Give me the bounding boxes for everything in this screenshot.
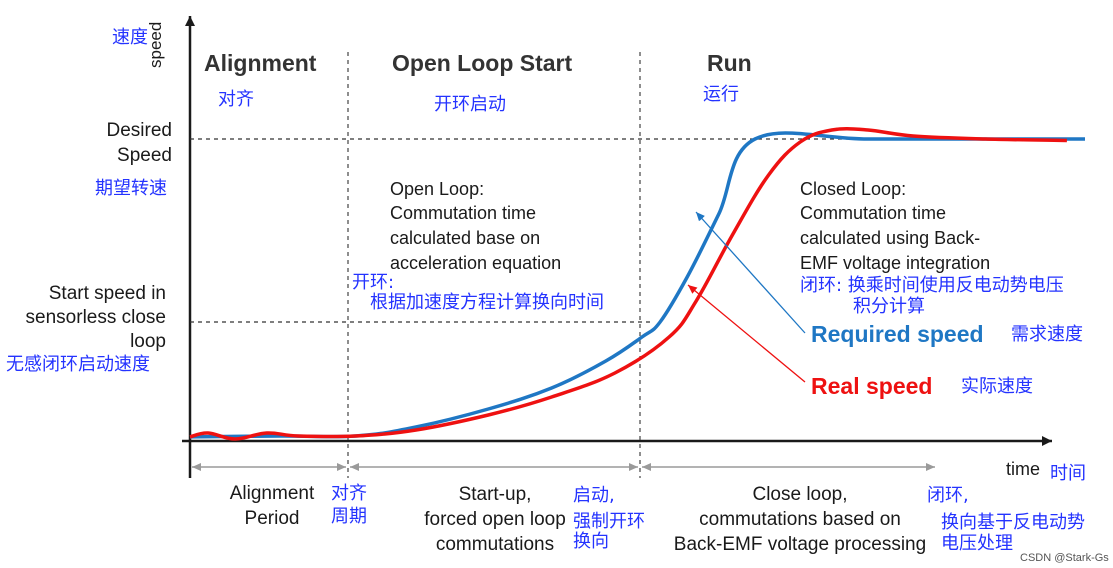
legend-required-speed: Required speed <box>811 321 984 347</box>
period-startup-3: commutations <box>435 534 555 555</box>
x-axis-label-cn: 时间 <box>1050 463 1086 484</box>
period-alignment-1: Alignment <box>229 483 315 504</box>
period-startup-cn-3: 换向 <box>573 531 609 552</box>
real-speed-pointer <box>687 284 806 383</box>
open-loop-note-cn-2: 根据加速度方程计算换向时间 <box>370 292 604 313</box>
period-startup-2: forced open loop <box>424 509 566 530</box>
series-real-speed <box>189 126 1067 441</box>
required-speed-pointer <box>695 211 806 334</box>
x-axis-label: time <box>1006 459 1041 479</box>
phase-title-alignment-cn: 对齐 <box>218 89 254 110</box>
open-loop-note-1: Open Loop: <box>390 179 485 199</box>
period-startup-cn-1: 启动, <box>573 485 615 506</box>
period-close-loop-cn-3: 电压处理 <box>941 533 1013 554</box>
legend-required-speed-cn: 需求速度 <box>1011 324 1083 345</box>
phase-title-alignment: Alignment <box>204 50 317 76</box>
open-loop-note-cn-1: 开环: <box>352 272 395 293</box>
period-close-loop-3: Back-EMF voltage processing <box>673 534 927 555</box>
period-close-loop-2: commutations based on <box>699 509 901 530</box>
closed-loop-note-3: calculated using Back- <box>800 228 981 248</box>
open-loop-note-4: acceleration equation <box>390 253 562 273</box>
closed-loop-note-cn-2: 积分计算 <box>853 296 925 317</box>
phase-title-open-loop-cn: 开环启动 <box>434 94 506 115</box>
closed-loop-note-4: EMF voltage integration <box>800 253 991 273</box>
legend-real-speed: Real speed <box>811 373 933 399</box>
start-speed-label-2: sensorless close <box>25 307 166 328</box>
period-startup-1: Start-up, <box>458 484 532 505</box>
phase-title-run-cn: 运行 <box>703 84 739 105</box>
closed-loop-note-cn-1: 闭环: 换乘时间使用反电动势电压 <box>800 275 1064 296</box>
period-close-loop-1: Close loop, <box>752 484 848 505</box>
y-axis-label-cn: 速度 <box>112 27 148 48</box>
closed-loop-note-2: Commutation time <box>800 203 947 223</box>
legend-real-speed-cn: 实际速度 <box>961 376 1033 397</box>
start-speed-label-1: Start speed in <box>48 283 166 304</box>
period-close-loop-cn-2: 换向基于反电动势 <box>941 512 1085 533</box>
desired-speed-label-cn: 期望转速 <box>95 178 167 199</box>
start-speed-label-cn: 无感闭环启动速度 <box>6 354 150 375</box>
period-close-loop-cn-1: 闭环, <box>927 485 969 506</box>
period-alignment-2: Period <box>244 508 300 529</box>
period-alignment-cn-1: 对齐 <box>331 483 367 504</box>
phase-title-run: Run <box>707 50 752 76</box>
open-loop-note-2: Commutation time <box>390 203 537 223</box>
period-startup-cn-2: 强制开环 <box>573 511 645 532</box>
y-axis-label: speed <box>146 21 165 68</box>
open-loop-note-3: calculated base on <box>390 228 541 248</box>
closed-loop-note-1: Closed Loop: <box>800 179 907 199</box>
start-speed-label-3: loop <box>130 331 166 352</box>
watermark: CSDN @Stark-Gs <box>1020 552 1109 564</box>
desired-speed-label-2: Speed <box>117 145 172 166</box>
desired-speed-label-1: Desired <box>106 120 172 141</box>
period-alignment-cn-2: 周期 <box>331 506 367 527</box>
phase-title-open-loop: Open Loop Start <box>392 50 573 76</box>
